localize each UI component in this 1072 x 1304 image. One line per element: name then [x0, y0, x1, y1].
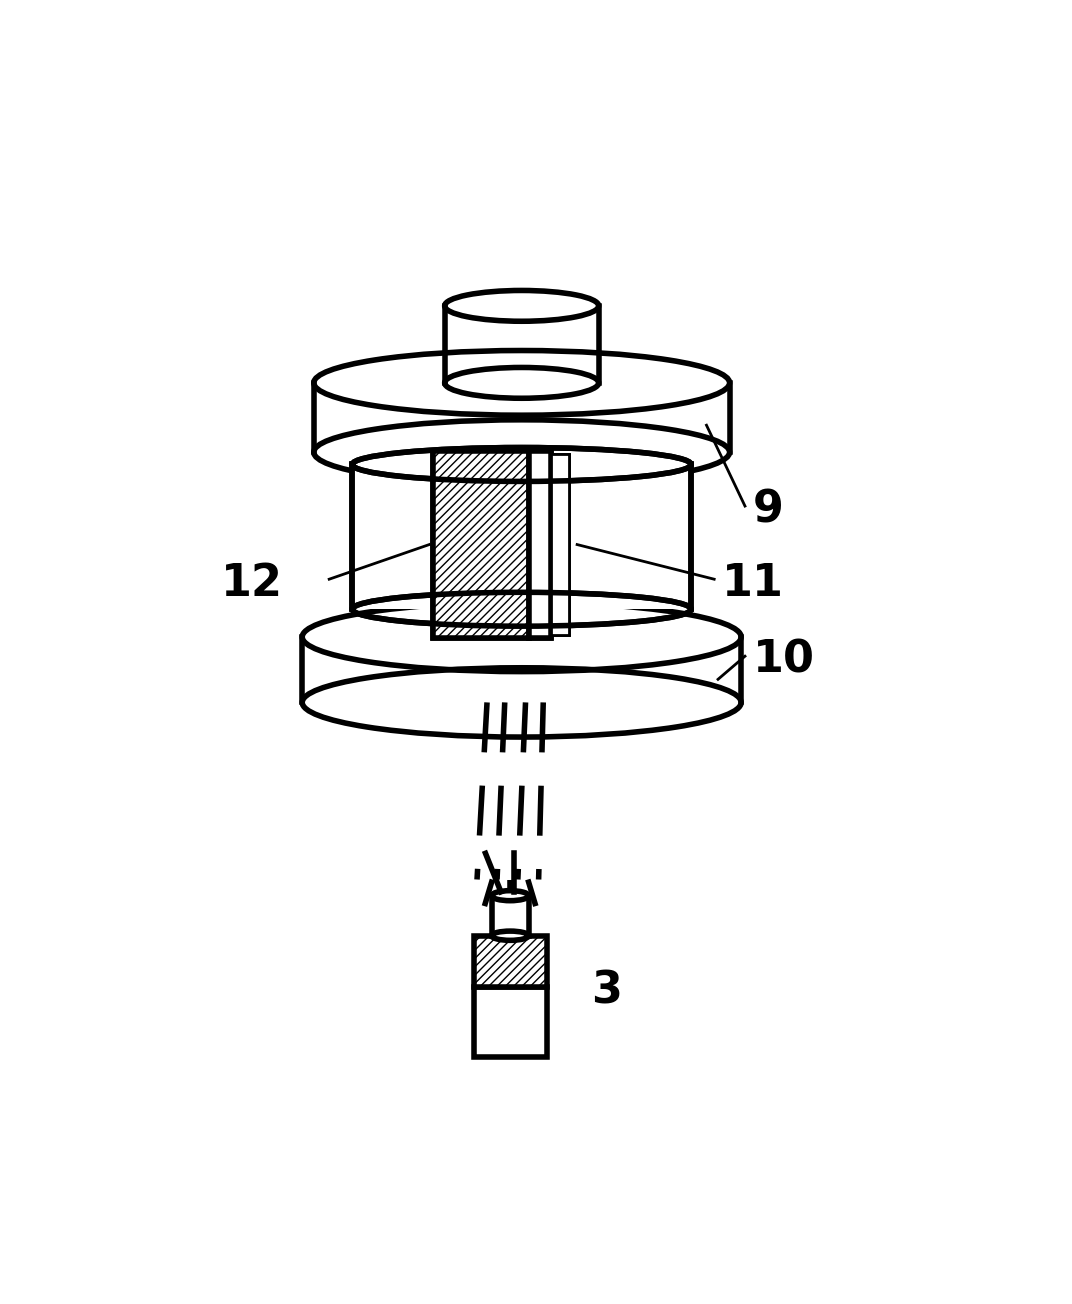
- Ellipse shape: [302, 668, 741, 737]
- Ellipse shape: [445, 368, 598, 398]
- Polygon shape: [302, 636, 741, 703]
- Text: 9: 9: [753, 489, 784, 532]
- Polygon shape: [314, 383, 730, 452]
- Polygon shape: [353, 464, 691, 609]
- Text: 12: 12: [222, 562, 283, 605]
- Polygon shape: [492, 896, 528, 936]
- Polygon shape: [433, 451, 530, 639]
- Text: 10: 10: [753, 639, 815, 682]
- Ellipse shape: [302, 602, 741, 672]
- Polygon shape: [474, 987, 547, 1056]
- Ellipse shape: [314, 351, 730, 415]
- Polygon shape: [474, 936, 547, 987]
- Text: 3: 3: [591, 970, 622, 1013]
- Ellipse shape: [445, 291, 598, 321]
- Polygon shape: [551, 455, 569, 635]
- Polygon shape: [530, 451, 551, 639]
- Polygon shape: [433, 451, 530, 639]
- Ellipse shape: [492, 891, 528, 901]
- Ellipse shape: [314, 420, 730, 485]
- Text: 11: 11: [721, 562, 784, 605]
- Polygon shape: [445, 306, 598, 383]
- Ellipse shape: [492, 931, 528, 940]
- Polygon shape: [551, 455, 569, 635]
- Polygon shape: [530, 451, 551, 639]
